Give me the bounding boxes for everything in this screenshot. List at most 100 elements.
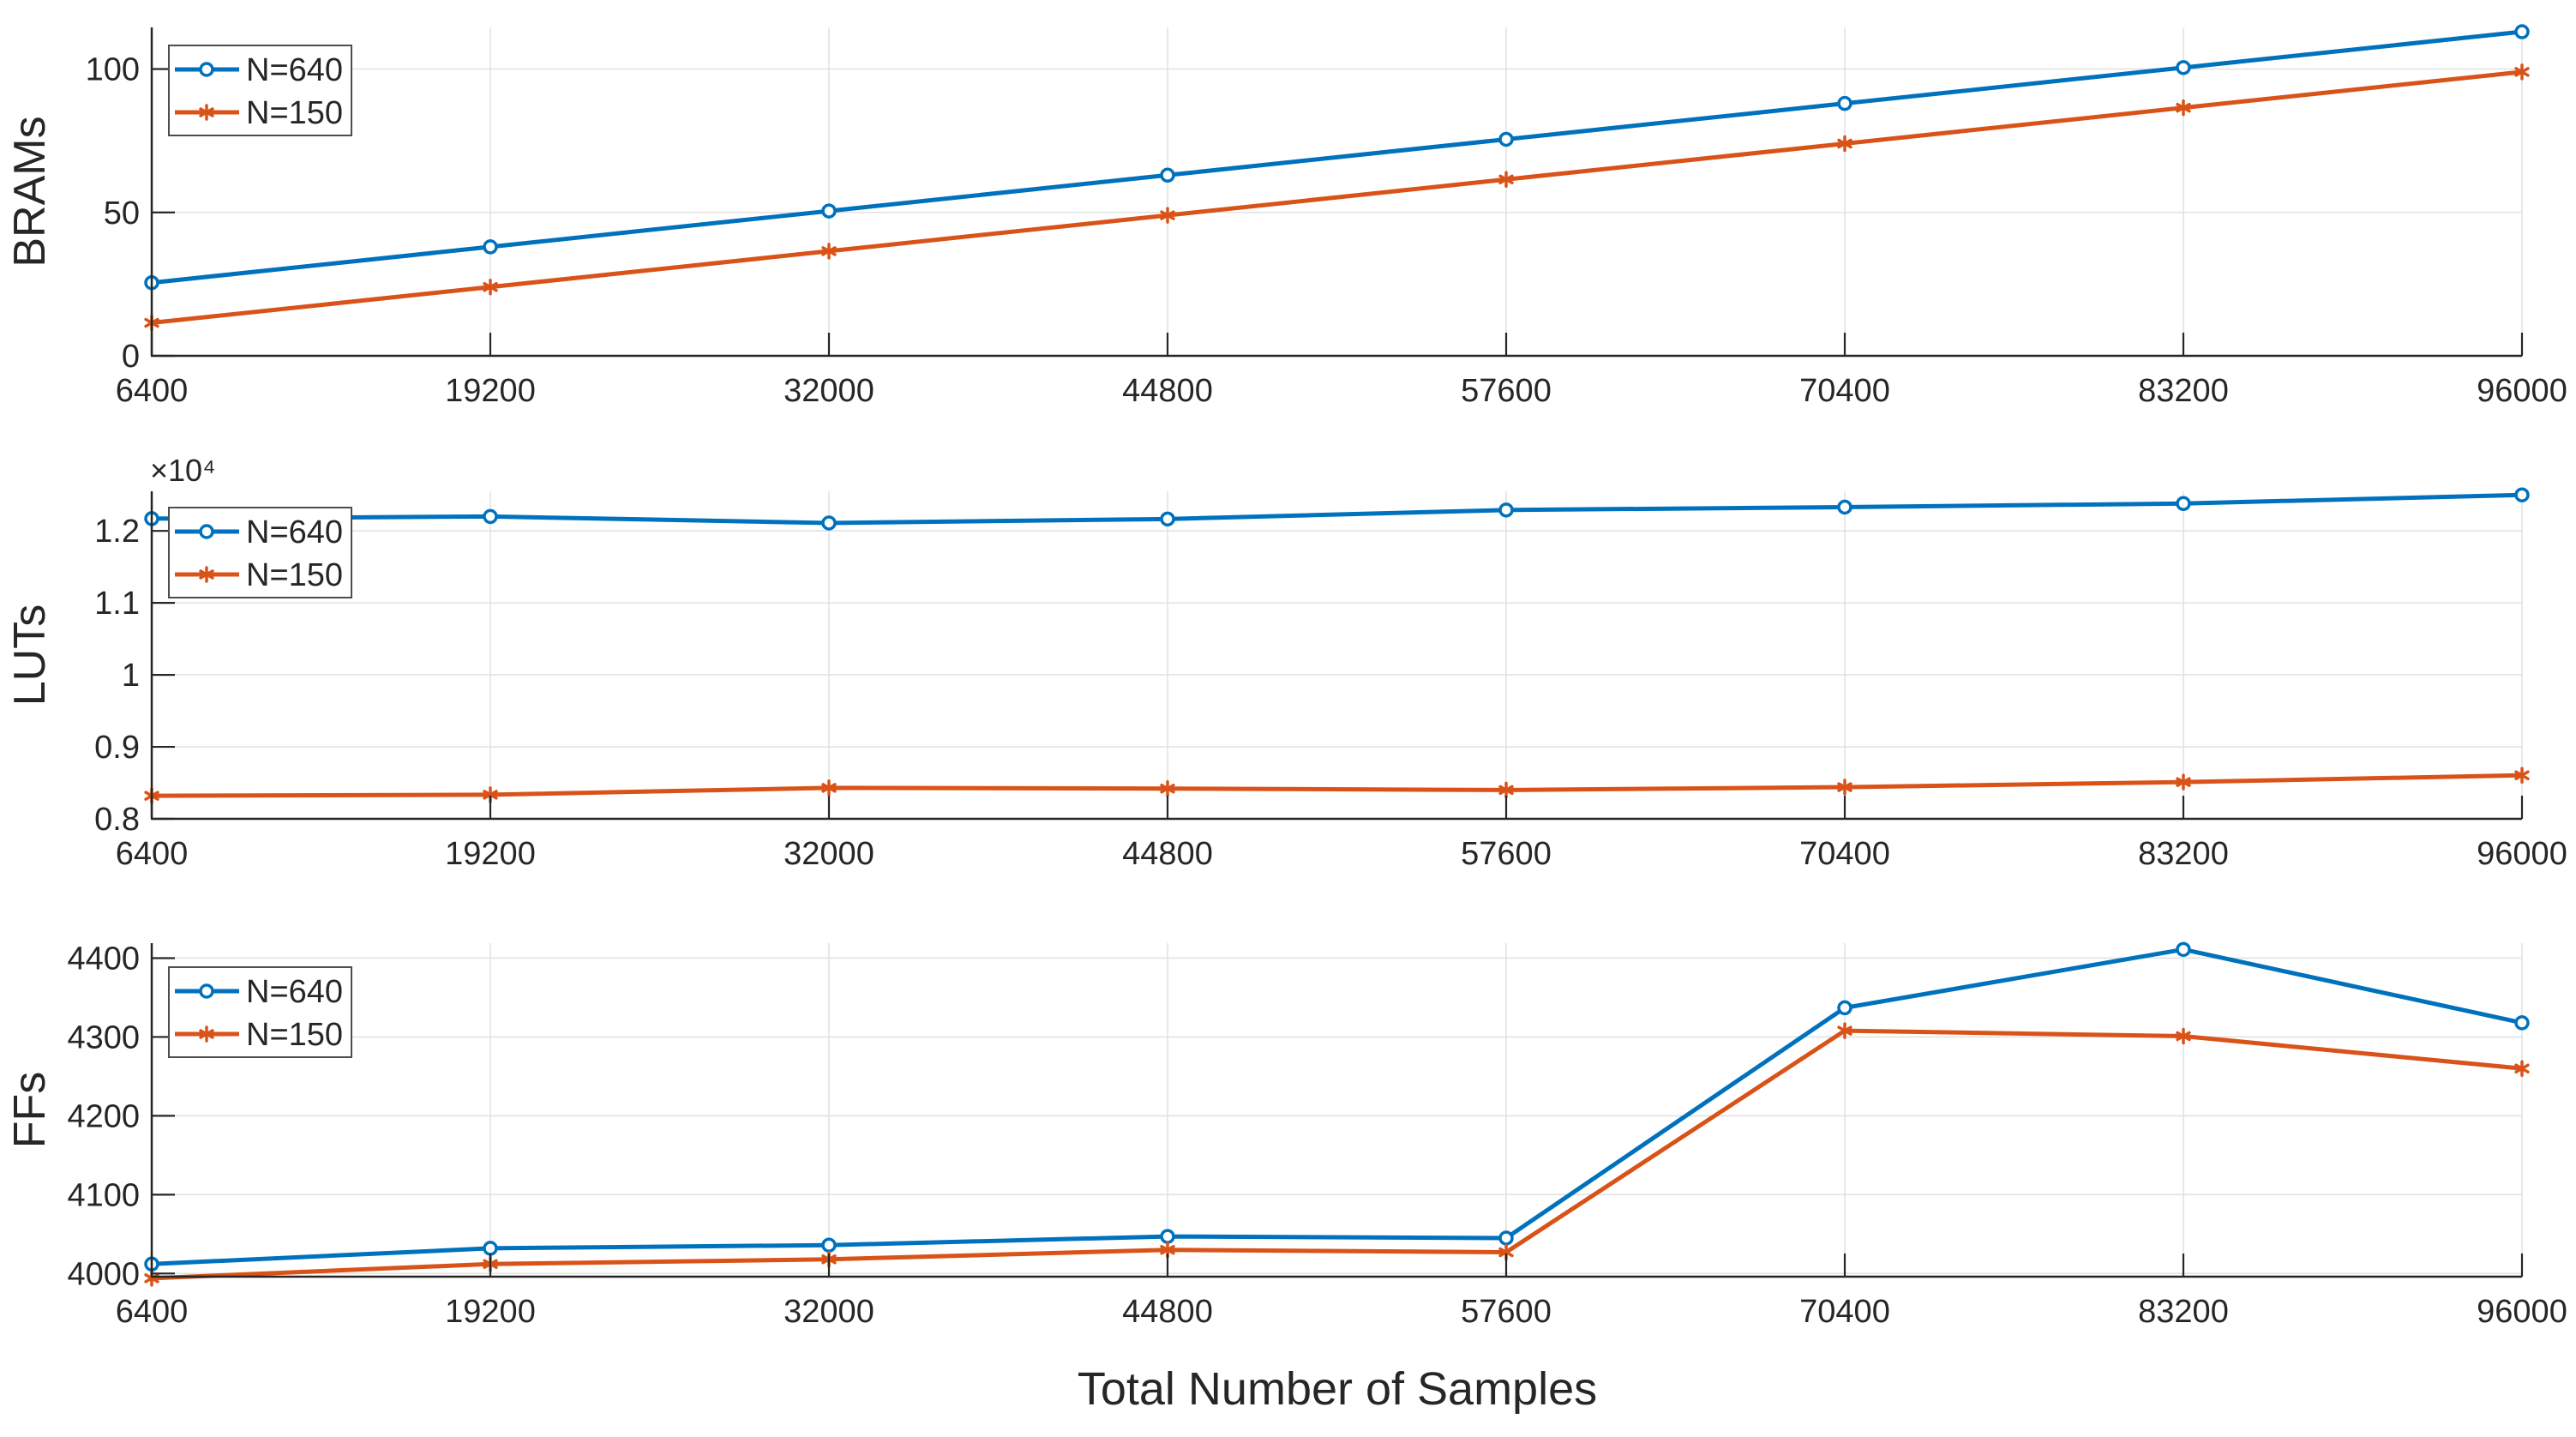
series-line-n150 (149, 69, 2525, 326)
data-point-marker-asterisk (2514, 1060, 2530, 1077)
data-point-marker-circle (821, 1237, 837, 1253)
legend-marker-circle (199, 62, 214, 77)
y-tick-label: 4300 (67, 1019, 140, 1055)
asterisk-spoke (1837, 1025, 1852, 1036)
x-tick-label: 57600 (1461, 836, 1552, 872)
series-line-n150 (149, 773, 2525, 798)
data-point-marker-circle (483, 508, 498, 525)
x-tick-label: 44800 (1122, 1294, 1213, 1330)
asterisk-spoke (2176, 1031, 2191, 1042)
data-point-marker-circle (2176, 496, 2191, 512)
data-point-marker-asterisk (1837, 1022, 1852, 1039)
asterisk-spoke (821, 246, 837, 256)
legend-marker-circle (199, 524, 214, 539)
data-point-marker-asterisk (483, 278, 498, 296)
asterisk-spoke (199, 1029, 214, 1039)
series-line-n640 (149, 492, 2525, 526)
y-tick-label: 4400 (67, 941, 140, 977)
y-tick-label: 0.9 (94, 730, 140, 766)
data-point-marker-circle (1160, 511, 1175, 527)
y-tick-label: 4000 (67, 1256, 140, 1292)
data-point-marker-asterisk (821, 243, 837, 260)
y-axis-title: BRAMs (5, 116, 55, 267)
asterisk-spoke (1160, 210, 1175, 220)
data-point-marker-circle (1498, 1230, 1514, 1246)
data-point-marker-circle (483, 239, 498, 255)
x-tick-label: 19200 (445, 1294, 536, 1330)
data-point-marker-circle (1160, 167, 1175, 183)
data-point-marker-asterisk (821, 779, 837, 797)
y-tick-label: 0.8 (94, 802, 140, 838)
legend-box (168, 507, 352, 598)
x-tick-label: 44800 (1122, 836, 1213, 872)
asterisk-spoke (199, 569, 214, 580)
y-tick-label: 1.1 (94, 586, 140, 622)
x-tick-label: 83200 (2138, 373, 2229, 409)
data-point-marker-asterisk (1160, 207, 1175, 224)
x-tick-label: 96000 (2477, 373, 2567, 409)
data-point-marker-asterisk (2176, 773, 2191, 791)
x-tick-label: 32000 (784, 836, 874, 872)
x-tick-label: 57600 (1461, 1294, 1552, 1330)
x-tick-label: 57600 (1461, 373, 1552, 409)
x-tick-label: 6400 (116, 836, 189, 872)
data-point-marker-circle (1498, 502, 1514, 518)
legend-label: N=640 (246, 52, 343, 88)
x-tick-label: 83200 (2138, 836, 2229, 872)
x-tick-label: 70400 (1799, 1294, 1890, 1330)
data-point-marker-circle (821, 203, 837, 219)
legend-box (168, 45, 352, 136)
x-axis-title: Total Number of Samples (1078, 1363, 1597, 1415)
asterisk-spoke (1498, 785, 1514, 796)
y-axis-title: FFs (5, 1072, 55, 1149)
x-tick-label: 6400 (116, 1294, 189, 1330)
subplots-group: 6400 19200 32000 44800 57600 70400 83200 96000 0… (5, 24, 2567, 1330)
y-tick-label: 4200 (67, 1098, 140, 1134)
y-axis-multiplier: ×10⁴ (150, 453, 216, 488)
series-line-n150 (149, 1028, 2525, 1281)
y-tick-label: 0 (122, 339, 140, 375)
data-point-marker-circle (1837, 499, 1852, 515)
data-point-marker-asterisk (2176, 99, 2191, 117)
data-point-marker-asterisk (2514, 767, 2530, 784)
data-point-marker-circle (2176, 60, 2191, 75)
data-point-marker-asterisk (1498, 171, 1514, 189)
data-point-marker-circle (1498, 131, 1514, 147)
data-point-marker-circle (821, 515, 837, 531)
x-tick-label: 6400 (116, 373, 189, 409)
y-tick-label: 1.2 (94, 514, 140, 550)
asterisk-spoke (2514, 770, 2530, 780)
data-point-marker-circle (2176, 941, 2191, 958)
asterisk-spoke (1837, 782, 1852, 792)
asterisk-spoke (2514, 1063, 2530, 1073)
legend-marker-asterisk (199, 566, 214, 583)
asterisk-spoke (821, 783, 837, 793)
asterisk-spoke (2514, 67, 2530, 77)
data-point-marker-circle (1837, 95, 1852, 111)
series-line-n640 (149, 947, 2525, 1266)
legend-marker-asterisk (199, 104, 214, 121)
legend-box (168, 966, 352, 1058)
data-point-marker-circle (2514, 487, 2530, 502)
asterisk-spoke (199, 107, 214, 117)
data-point-marker-circle (483, 1241, 498, 1256)
data-point-marker-circle (1837, 1000, 1852, 1016)
legend-label: N=150 (246, 1017, 343, 1053)
data-point-marker-asterisk (2514, 63, 2530, 81)
x-tick-label: 44800 (1122, 373, 1213, 409)
y-tick-label: 1 (122, 658, 140, 694)
data-point-marker-asterisk (1837, 135, 1852, 153)
data-point-marker-asterisk (1837, 779, 1852, 796)
x-tick-label: 32000 (784, 373, 874, 409)
y-axis-title: LUTs (5, 604, 55, 706)
x-tick-label: 83200 (2138, 1294, 2229, 1330)
data-point-marker-asterisk (1498, 781, 1514, 799)
series-line-n640 (149, 29, 2525, 286)
legend-label: N=640 (246, 514, 343, 550)
asterisk-spoke (1160, 783, 1175, 794)
legend-marker-asterisk (199, 1025, 214, 1043)
y-tick-label: 4100 (67, 1177, 140, 1213)
y-tick-label: 50 (104, 195, 140, 231)
x-tick-label: 19200 (445, 836, 536, 872)
